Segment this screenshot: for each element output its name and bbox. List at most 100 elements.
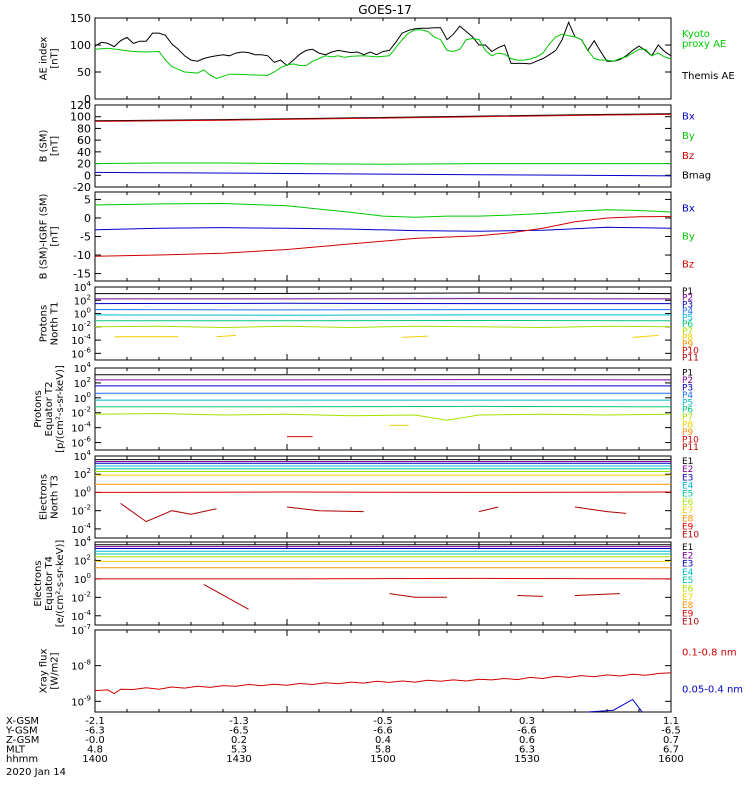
y-axis-label: [e/(cm²-s-sr-keV)] <box>55 540 66 628</box>
legend-item: proxy AE <box>682 39 726 50</box>
legend-item: P11 <box>682 443 699 453</box>
y-tick-label: -15 <box>73 268 91 281</box>
y-tick-label: 10-6 <box>71 436 91 450</box>
y-tick-label: 50 <box>77 66 91 79</box>
legend-item: 0.1-0.8 nm <box>682 647 737 658</box>
series-e10 <box>389 594 447 598</box>
y-tick-label: 10-4 <box>71 421 91 435</box>
y-tick-label: 10-7 <box>71 623 91 637</box>
series-e10 <box>479 507 498 512</box>
series-themis-ae <box>95 22 671 65</box>
y-axis-label: B (SM)-IGRF (SM) <box>39 194 50 280</box>
y-axis-label: Protons <box>39 305 50 342</box>
y-axis-label: [nT] <box>50 48 61 68</box>
series-p1 <box>95 293 671 294</box>
y-axis-label: B (SM) <box>39 129 50 162</box>
y-axis-label: AE index <box>39 37 50 81</box>
y-tick-label: 100 <box>74 307 91 321</box>
panel-frame <box>95 18 671 99</box>
y-tick-label: 80 <box>77 122 91 135</box>
series-e10 <box>204 584 249 609</box>
y-axis-label: Equator T4 <box>44 556 55 611</box>
footer-value: 1530 <box>514 754 539 765</box>
series-e10 <box>287 507 364 512</box>
legend-item: By <box>682 232 695 243</box>
legend-item: Themis AE <box>681 71 735 82</box>
y-axis-label: Electrons <box>39 474 50 520</box>
y-tick-label: 10-4 <box>71 333 91 347</box>
series-e10 <box>575 594 620 596</box>
y-tick-label: 104 <box>74 280 92 294</box>
y-tick-label: 100 <box>74 391 91 405</box>
series-p8 <box>402 336 428 337</box>
y-tick-label: 100 <box>70 111 91 124</box>
y-tick-label: 10-4 <box>71 609 91 623</box>
y-axis-label: [nT] <box>50 226 61 246</box>
series-bz <box>95 217 671 257</box>
plot-title: GOES-17 <box>358 3 412 17</box>
y-tick-label: 10-4 <box>71 522 91 536</box>
panel-frame <box>95 630 671 712</box>
y-axis-label: [W/m2] <box>50 652 61 689</box>
y-tick-label: 100 <box>70 39 91 52</box>
panel-xray: 10-7 10-8 10-9 Xray flux[W/m2] 0.1-0.8 nm 0.0… <box>39 623 744 712</box>
series-e10 <box>121 503 217 521</box>
y-axis-label: [nT] <box>50 136 61 156</box>
series-0-1-0-8-nm <box>95 673 671 694</box>
footer-row-label: hhmm <box>6 754 38 765</box>
y-tick-label: 150 <box>70 12 91 25</box>
y-tick-label: 104 <box>74 449 92 463</box>
y-tick-label: 10-8 <box>71 659 91 673</box>
y-tick-label: 20 <box>77 158 91 171</box>
y-axis-label: Xray flux <box>39 649 50 694</box>
y-axis-label: North T1 <box>50 302 61 346</box>
y-tick-label: -5 <box>80 231 91 244</box>
y-axis-label: Electrons <box>33 560 44 606</box>
y-tick-label: 104 <box>74 361 92 375</box>
y-tick-label: 100 <box>74 572 91 586</box>
series-p8 <box>217 335 236 336</box>
series-bx <box>95 172 671 176</box>
y-tick-label: 0 <box>84 212 91 225</box>
y-tick-label: 10-2 <box>71 590 91 604</box>
series-e10 <box>575 507 626 513</box>
footer-value: 1430 <box>226 754 251 765</box>
series-kyoto-proxy-ae <box>95 30 671 79</box>
y-tick-label: 100 <box>74 485 91 499</box>
y-tick-label: -20 <box>73 181 91 194</box>
panel-frame <box>95 287 671 360</box>
y-axis-label: [p/(cm²-s-sr-keV)] <box>55 365 66 453</box>
series-p7 <box>95 326 671 327</box>
y-tick-label: 10-9 <box>71 694 91 708</box>
legend-item: P11 <box>682 353 699 363</box>
y-tick-label: 120 <box>70 99 91 112</box>
legend-item: Bmag <box>682 170 711 181</box>
legend-item: 0.05-0.4 nm <box>682 685 743 696</box>
legend-item: Bx <box>682 204 695 215</box>
y-axis-label: North T3 <box>50 475 61 519</box>
series-p7 <box>95 414 671 421</box>
y-tick-label: 10-2 <box>71 406 91 420</box>
y-axis-label: Protons <box>33 390 44 427</box>
y-tick-label: 104 <box>74 535 92 549</box>
series-e9 <box>95 578 671 579</box>
y-tick-label: 60 <box>77 134 91 147</box>
legend-item: E10 <box>682 531 699 541</box>
series-by <box>95 204 671 218</box>
y-tick-label: 10-6 <box>71 346 91 360</box>
series-by <box>95 163 671 164</box>
y-tick-label: 102 <box>74 293 91 307</box>
y-tick-label: 102 <box>74 467 91 481</box>
series-p8 <box>633 335 659 337</box>
y-tick-label: 10-2 <box>71 320 91 334</box>
